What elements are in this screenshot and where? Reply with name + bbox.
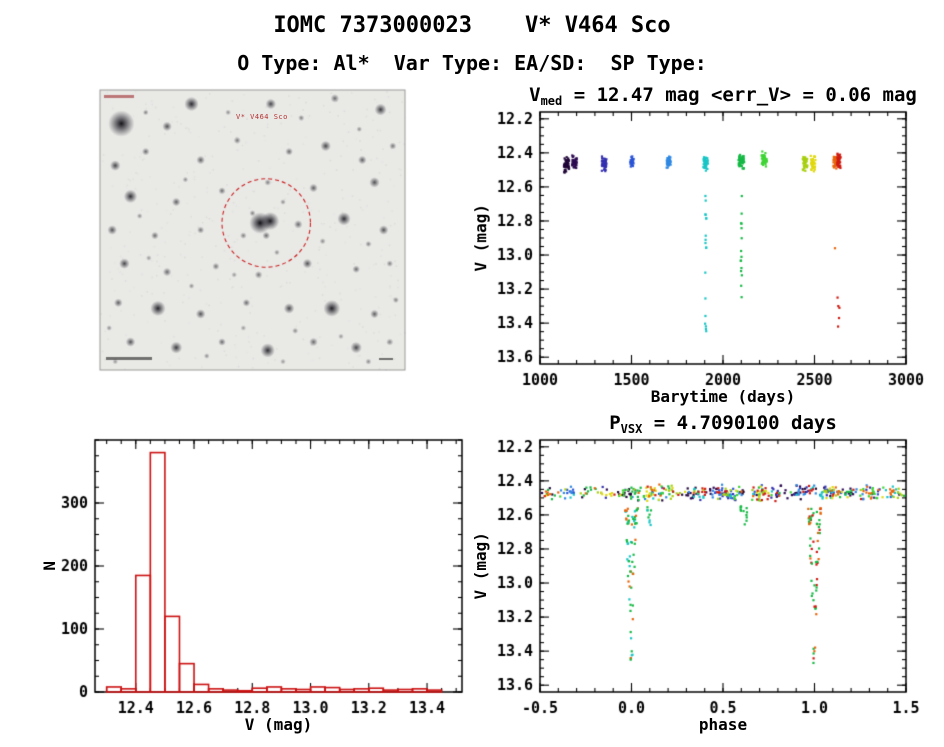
lightcurve-title-subscript: med	[540, 94, 563, 108]
phase-plot-title-value: = 4.7090100 days	[642, 412, 837, 434]
page-title: IOMC 7373000023 V* V464 Sco	[273, 13, 671, 38]
finder-chart-target-label: V* V464 Sco	[236, 113, 288, 121]
lightcurve-title-value: = 12.47 mag <err_V> = 0.06 mag	[562, 84, 917, 106]
page-subtitle: O Type: Al* Var Type: EA/SD: SP Type:	[237, 51, 707, 75]
lightcurve-y-axis-label: V (mag)	[471, 204, 491, 272]
phase-plot-title-subscript: VSX	[620, 422, 643, 436]
phase-plot-title-symbol: P	[609, 412, 621, 434]
lightcurve-x-axis-label: Barytime (days)	[650, 387, 796, 406]
phase-plot-y-axis-label: V (mag)	[471, 532, 491, 600]
lightcurve-title-symbol: V	[529, 84, 541, 106]
phase-plot-title: PVSX = 4.7090100 days	[490, 413, 944, 436]
histogram-x-axis-label: V (mag)	[244, 715, 313, 734]
phase-plot-x-axis-label: phase	[698, 715, 748, 734]
lightcurve-title: Vmed = 12.47 mag <err_V> = 0.06 mag	[490, 85, 944, 108]
histogram-y-axis-label: N	[40, 560, 60, 571]
